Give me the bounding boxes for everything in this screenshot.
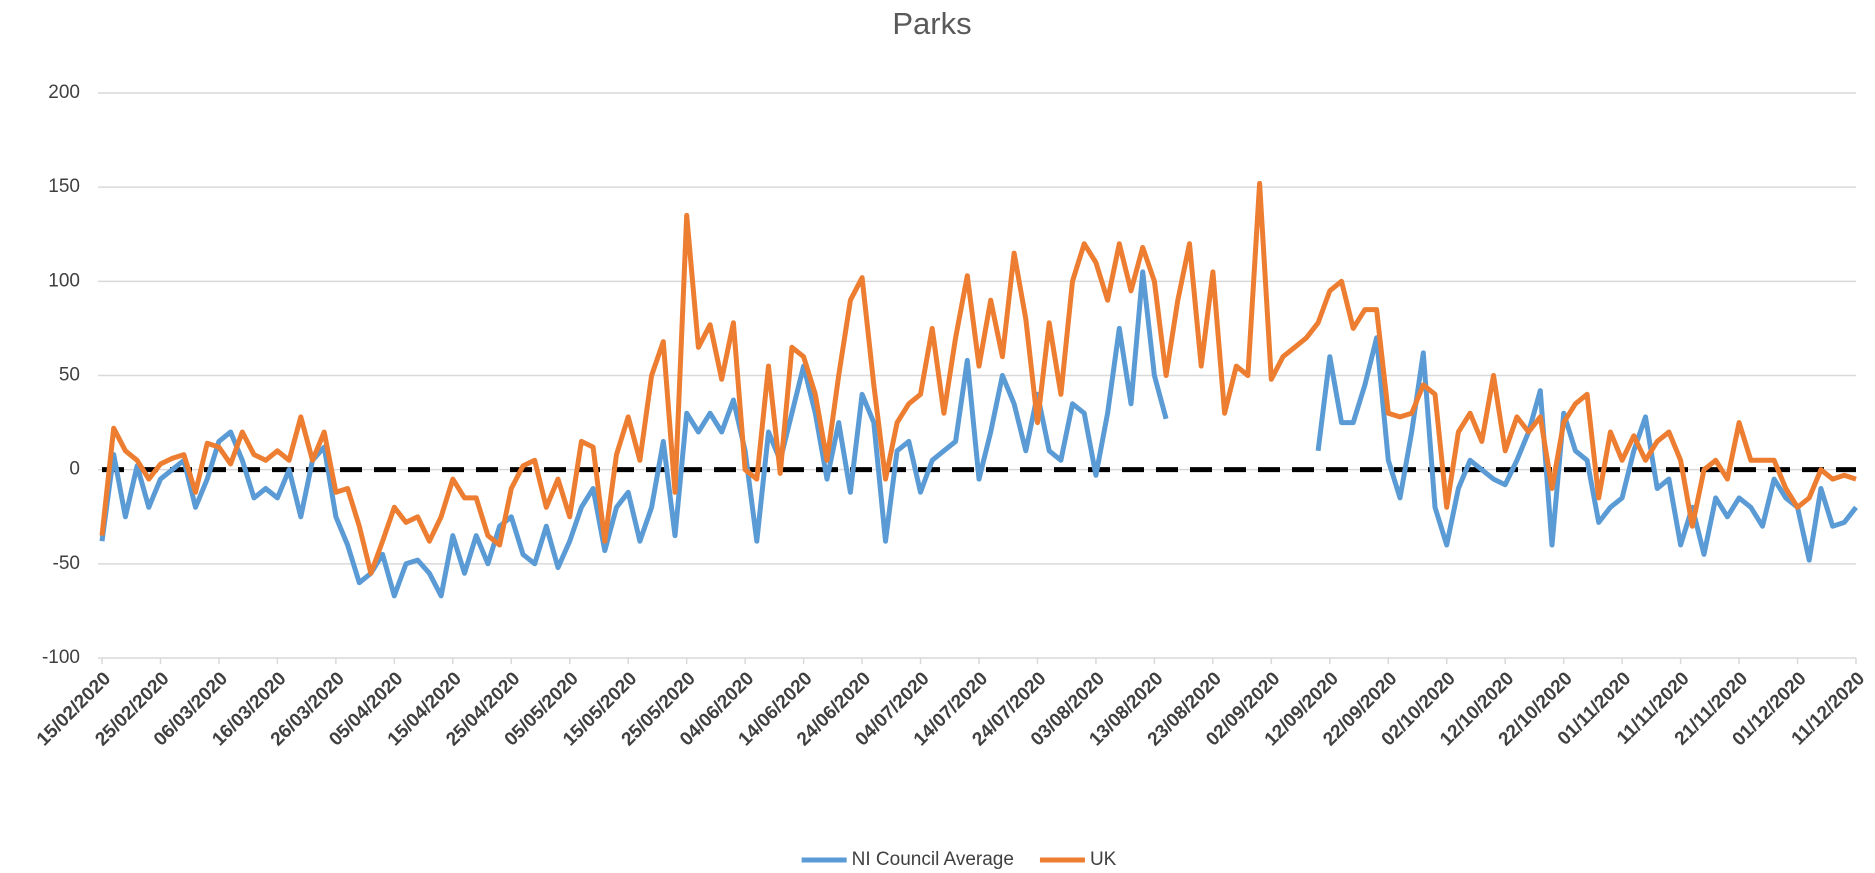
series-line <box>99 180 1857 576</box>
legend-label: UK <box>1090 849 1117 870</box>
series-line <box>99 269 1858 599</box>
y-tick-label: 0 <box>69 459 80 480</box>
y-tick-label: -50 <box>53 553 80 574</box>
y-tick-label: 150 <box>48 176 80 197</box>
y-tick-label: 50 <box>59 365 80 386</box>
y-tick-label: 200 <box>48 82 80 103</box>
legend-label: NI Council Average <box>852 849 1014 870</box>
chart-title: Parks <box>892 6 971 41</box>
y-tick-label: -100 <box>42 647 80 668</box>
legend: NI Council Average UK <box>801 849 1117 870</box>
y-tick-label: 100 <box>48 270 80 291</box>
